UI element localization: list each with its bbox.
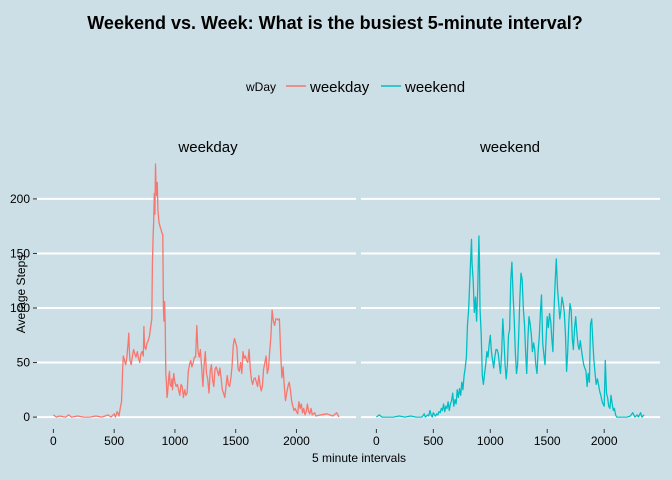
- x-tick-label-weekday-500: 500: [104, 434, 124, 448]
- x-tick-label-weekend-1000: 1000: [477, 434, 504, 448]
- x-tick-label-weekday-1000: 1000: [162, 434, 189, 448]
- y-tick-label-50: 50: [17, 356, 31, 370]
- y-tick-label-0: 0: [23, 410, 30, 424]
- x-tick-label-weekend-500: 500: [423, 434, 443, 448]
- panel-weekend: [361, 197, 660, 419]
- y-tick-label-200: 200: [10, 192, 30, 206]
- series-line-weekend: [375, 235, 645, 418]
- x-tick-label-weekend-0: 0: [373, 434, 380, 448]
- facet-label-weekend: weekend: [479, 139, 540, 156]
- x-axis-title: 5 minute intervals: [312, 451, 406, 465]
- x-axis-ticks: 0 500 1000 1500 2000 0 500 1000 1500 2000: [50, 429, 618, 448]
- x-tick-label-weekend-2000: 2000: [591, 434, 618, 448]
- y-tick-label-150: 150: [10, 246, 30, 260]
- legend-title: wDay: [245, 80, 276, 94]
- legend-label-weekend: weekend: [404, 79, 465, 96]
- legend-label-weekday: weekday: [309, 79, 370, 96]
- x-tick-label-weekday-2000: 2000: [283, 434, 310, 448]
- x-tick-label-weekday-1500: 1500: [222, 434, 249, 448]
- y-axis-ticks: 0 50 100 150 200: [10, 192, 37, 424]
- y-axis-title: Average Steps: [14, 255, 28, 334]
- facet-label-weekday: weekday: [177, 139, 238, 156]
- y-tick-label-100: 100: [10, 301, 30, 315]
- x-tick-label-weekend-1500: 1500: [534, 434, 561, 448]
- series-line-weekday: [53, 163, 340, 418]
- chart-title: Weekend vs. Week: What is the busiest 5-…: [87, 13, 582, 33]
- panel-weekday: [37, 163, 356, 419]
- legend: wDay weekday weekend: [245, 79, 465, 96]
- x-tick-label-weekday-0: 0: [50, 434, 57, 448]
